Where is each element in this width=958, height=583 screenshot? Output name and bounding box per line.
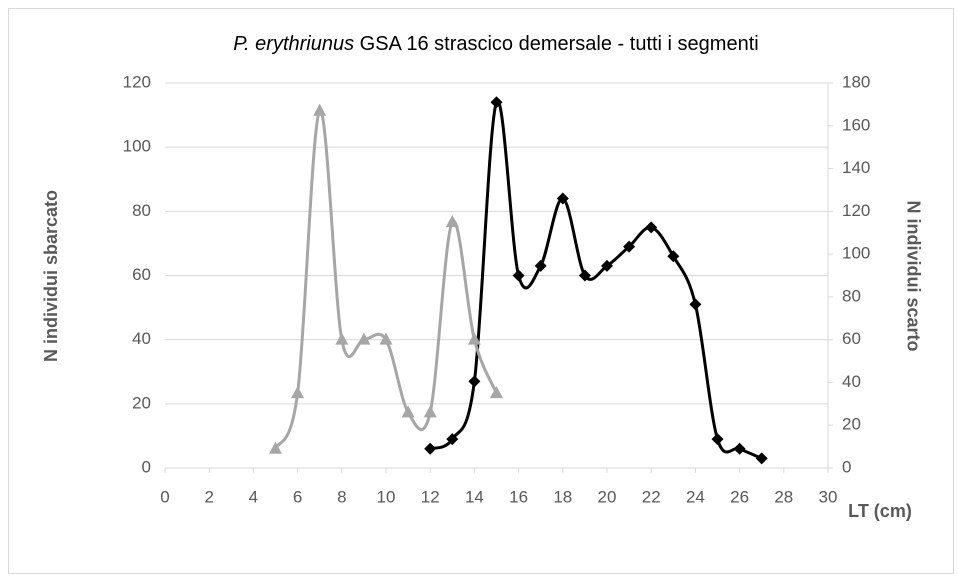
x-tick-label: 20	[598, 487, 617, 506]
x-tick-label: 18	[553, 487, 572, 506]
point-marker	[711, 433, 724, 446]
x-tick-label: 26	[730, 487, 749, 506]
x-tick-label: 10	[377, 487, 396, 506]
point-marker	[512, 269, 525, 282]
x-tick-label: 2	[204, 487, 213, 506]
point-marker	[357, 332, 371, 345]
x-tick-label: 16	[509, 487, 528, 506]
point-marker	[401, 405, 415, 418]
x-tick-label: 30	[819, 487, 838, 506]
point-marker	[601, 259, 613, 272]
y2-tick-label: 120	[842, 201, 870, 220]
x-tick-label: 8	[337, 487, 346, 506]
y-tick-label: 40	[132, 329, 151, 348]
point-marker	[445, 215, 459, 228]
point-marker	[468, 375, 481, 388]
point-marker	[534, 259, 547, 272]
point-marker	[490, 96, 503, 109]
point-marker	[446, 433, 459, 446]
title-text: GSA 16 strascico demersale - tutti i seg…	[360, 33, 759, 55]
point-marker	[467, 332, 481, 345]
x-tick-label: 6	[293, 487, 302, 506]
y2-tick-label: 60	[842, 329, 861, 348]
point-marker	[269, 441, 282, 454]
y2-tick-label: 100	[842, 244, 870, 263]
y2-tick-label: 160	[842, 115, 870, 134]
x-axis-label: LT (cm)	[848, 501, 912, 521]
y2-tick-label: 0	[842, 457, 851, 476]
series-line	[429, 99, 763, 460]
point-marker	[490, 386, 503, 399]
point-marker	[335, 332, 349, 345]
point-marker	[379, 332, 393, 345]
title-species: P. erythriunus	[233, 33, 354, 55]
point-marker	[313, 103, 327, 116]
y2-tick-label: 180	[842, 72, 870, 91]
y2-tick-label: 140	[842, 158, 870, 177]
x-tick-label: 0	[160, 487, 169, 506]
x-tick-label: 14	[465, 487, 484, 506]
x-tick-label: 24	[686, 487, 705, 506]
point-marker	[291, 386, 305, 399]
y2-axis-label: N individui scarto	[903, 200, 923, 351]
y2-tick-label: 80	[842, 286, 861, 305]
point-marker	[733, 442, 746, 455]
chart-title: P. erythriunus GSA 16 strascico demersal…	[233, 33, 758, 55]
y2-tick-label: 40	[842, 372, 861, 391]
x-tick-label: 4	[249, 487, 258, 506]
point-marker	[578, 269, 591, 282]
y-tick-label: 80	[132, 201, 151, 220]
point-marker	[423, 405, 437, 418]
point-marker	[689, 298, 702, 311]
y-tick-label: 100	[123, 137, 151, 156]
point-marker	[755, 452, 768, 465]
y-tick-label: 20	[132, 393, 151, 412]
y-axis-label: N individui sbarcato	[41, 190, 61, 362]
point-marker	[424, 442, 437, 455]
y-tick-label: 120	[123, 72, 151, 91]
point-marker	[623, 240, 636, 253]
x-tick-label: 22	[642, 487, 661, 506]
y-tick-label: 60	[132, 265, 151, 284]
point-marker	[667, 250, 680, 263]
x-tick-label: 12	[421, 487, 440, 506]
point-marker	[645, 221, 658, 234]
point-marker	[556, 192, 569, 205]
y2-tick-label: 20	[842, 415, 861, 434]
y-tick-label: 0	[142, 457, 151, 476]
x-tick-label: 28	[774, 487, 793, 506]
